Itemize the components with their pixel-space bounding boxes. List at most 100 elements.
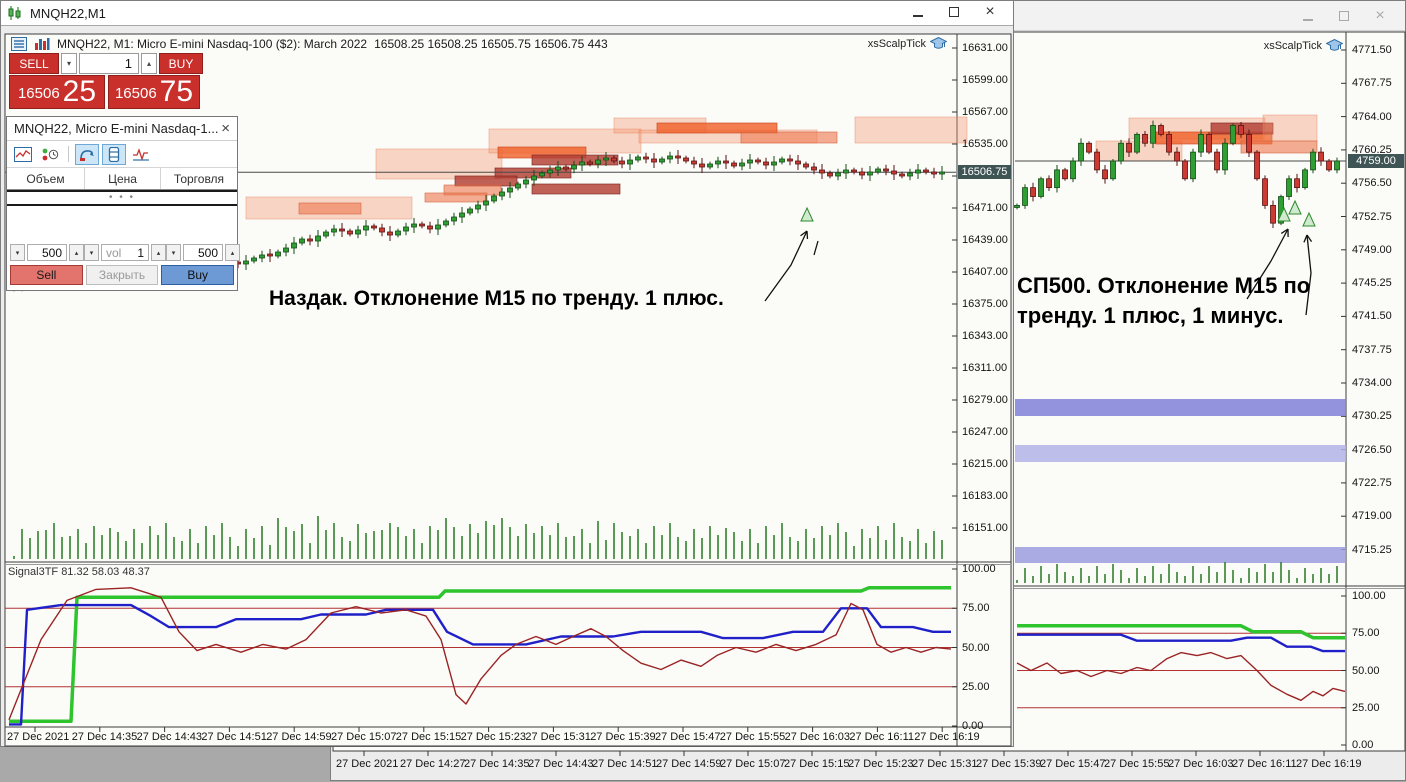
bid-price-button[interactable]: 16506 25 <box>9 75 105 109</box>
volume-input[interactable]: vol 1 <box>101 244 149 261</box>
time-axis-label: 27 Dec 15:31 <box>912 758 977 770</box>
lot-input[interactable]: 1 <box>79 53 139 74</box>
indicator-scale-label: 100.00 <box>962 563 996 575</box>
price-axis-label: 16535.00 <box>962 138 1008 150</box>
time-axis-label: 27 Dec 15:15 <box>396 731 461 743</box>
sp500-current-price-badge: 4759.00 <box>1348 154 1404 168</box>
lot-dropdown-icon[interactable]: ▾ <box>61 53 77 74</box>
mnqh22-current-price-badge: 16506.75 <box>958 165 1011 179</box>
buy-button[interactable]: BUY <box>159 53 203 74</box>
ask-price-button[interactable]: 16506 75 <box>108 75 200 109</box>
window-title: MNQH22,M1 <box>30 6 106 21</box>
mnqh22-titlebar[interactable]: MNQH22,M1 × <box>1 1 1013 26</box>
time-axis-label: 27 Dec 14:43 <box>137 731 202 743</box>
candlestick-chart-icon <box>7 5 23 21</box>
price-axis-label: 4719.00 <box>1352 510 1392 522</box>
time-axis-label: 27 Dec 16:03 <box>785 731 850 743</box>
price-axis-label: 4749.00 <box>1352 244 1392 256</box>
price-axis-label: 4715.25 <box>1352 544 1392 556</box>
tp-points-input[interactable]: 500 <box>183 244 223 261</box>
time-axis-label: 27 Dec 15:31 <box>525 731 590 743</box>
price-axis-label: 16375.00 <box>962 298 1008 310</box>
time-axis-label: 27 Dec 15:07 <box>720 758 785 770</box>
price-axis-label: 16407.00 <box>962 266 1008 278</box>
ask-price-main: 16506 <box>115 81 157 107</box>
time-axis-label: 27 Dec 15:55 <box>720 731 785 743</box>
orders-mode-icon[interactable] <box>75 144 99 165</box>
time-axis-label: 27 Dec 16:19 <box>914 731 979 743</box>
close-icon[interactable]: × <box>1365 5 1395 27</box>
xsscalptick-badge: xsScalpTick <box>868 37 947 50</box>
chart-bars-icon[interactable] <box>34 37 50 51</box>
time-axis-label: 27 Dec 16:19 <box>1296 758 1361 770</box>
tick-chart-icon[interactable] <box>129 144 153 165</box>
tp-decrease-icon[interactable]: ▾ <box>166 244 181 261</box>
tp-increase-icon[interactable]: ▴ <box>225 244 240 261</box>
time-axis-label: 27 Dec 15:23 <box>848 758 913 770</box>
dom-col-trade: Торговля <box>161 168 237 189</box>
dom-titlebar[interactable]: MNQH22, Micro E-mini Nasdaq-1... × <box>7 117 237 141</box>
sl-increase-icon[interactable]: ▴ <box>69 244 84 261</box>
sell-button[interactable]: SELL <box>9 53 59 74</box>
time-axis-label: 27 Dec 14:27 <box>400 758 465 770</box>
price-axis-label: 16439.00 <box>962 234 1008 246</box>
sl-points-input[interactable]: 500 <box>27 244 67 261</box>
market-watch-icon[interactable] <box>11 37 27 51</box>
price-axis-label: 16471.00 <box>962 202 1008 214</box>
time-axis-label: 27 Dec 15:39 <box>590 731 655 743</box>
graduation-cap-icon <box>930 37 947 50</box>
indicator-scale-label: 75.00 <box>962 602 990 614</box>
price-axis-label: 4745.25 <box>1352 277 1392 289</box>
minimize-icon[interactable] <box>1293 5 1323 27</box>
toolbar-divider <box>68 146 69 162</box>
price-axis-label: 4737.75 <box>1352 344 1392 356</box>
price-axis-label: 16567.00 <box>962 106 1008 118</box>
price-axis-label: 4741.50 <box>1352 310 1392 322</box>
close-icon[interactable]: × <box>975 1 1005 23</box>
one-click-trade-panel: SELL ▾ 1 ▴ BUY 16506 25 16506 75 <box>9 53 209 109</box>
maximize-icon[interactable] <box>1329 5 1359 27</box>
badge-label: xsScalpTick <box>868 38 926 50</box>
price-axis-label: 16279.00 <box>962 394 1008 406</box>
graduation-cap-icon <box>1326 39 1343 52</box>
close-icon[interactable]: × <box>221 120 230 137</box>
sl-decrease-icon[interactable]: ▾ <box>10 244 25 261</box>
price-axis-label: 4752.75 <box>1352 211 1392 223</box>
price-axis-label: 16343.00 <box>962 330 1008 342</box>
chart-mode-icon[interactable] <box>11 144 35 165</box>
indicator-scale-label: 50.00 <box>962 642 990 654</box>
time-axis-label: 27 Dec 2021 <box>7 731 69 743</box>
time-sales-icon[interactable] <box>38 144 62 165</box>
indicator-scale-label: 0.00 <box>1352 739 1373 751</box>
depth-ladder-icon[interactable] <box>102 144 126 165</box>
symbol-description: MNQH22, M1: Micro E-mini Nasdaq-100 ($2)… <box>57 37 367 51</box>
nasdaq-annotation: Наздак. Отклонение М15 по тренду. 1 плюс… <box>269 287 724 311</box>
time-axis-label: 27 Dec 14:35 <box>72 731 137 743</box>
vol-increase-icon[interactable]: ▴ <box>151 244 166 261</box>
ask-price-frac: 75 <box>160 76 193 107</box>
maximize-icon[interactable] <box>939 1 969 23</box>
time-axis-label: 27 Dec 14:43 <box>528 758 593 770</box>
indicator-scale-label: 25.00 <box>1352 702 1380 714</box>
time-axis-label: 27 Dec 14:59 <box>266 731 331 743</box>
sp500-annotation-line2: тренду. 1 плюс, 1 минус. <box>1017 303 1284 329</box>
price-axis-label: 4726.50 <box>1352 444 1392 456</box>
price-axis-label: 16631.00 <box>962 42 1008 54</box>
price-axis-label: 16311.00 <box>962 362 1007 374</box>
window-mnqh22: MNQH22,M1 × MNQH22, M1: Micro E-mini Na <box>0 0 1014 747</box>
time-axis-label: 27 Dec 2021 <box>336 758 398 770</box>
dom-panel: MNQH22, Micro E-mini Nasdaq-1... × Объем <box>6 116 238 291</box>
price-axis-label: 16151.00 <box>962 522 1008 534</box>
vol-decrease-icon[interactable]: ▾ <box>84 244 99 261</box>
price-axis-label: 4722.75 <box>1352 477 1392 489</box>
lot-increase-icon[interactable]: ▴ <box>141 53 157 74</box>
dom-close-button[interactable]: Закрыть <box>86 265 159 285</box>
minimize-icon[interactable] <box>903 1 933 23</box>
bid-price-main: 16506 <box>18 81 60 107</box>
price-axis-label: 16215.00 <box>962 458 1008 470</box>
chart-header: MNQH22, M1: Micro E-mini Nasdaq-100 ($2)… <box>11 37 608 51</box>
mnqh22-chart-canvas[interactable] <box>1 1 1015 748</box>
dom-buy-button[interactable]: Buy <box>161 265 234 285</box>
indicator-scale-label: 25.00 <box>962 681 990 693</box>
dom-sell-button[interactable]: Sell <box>10 265 83 285</box>
